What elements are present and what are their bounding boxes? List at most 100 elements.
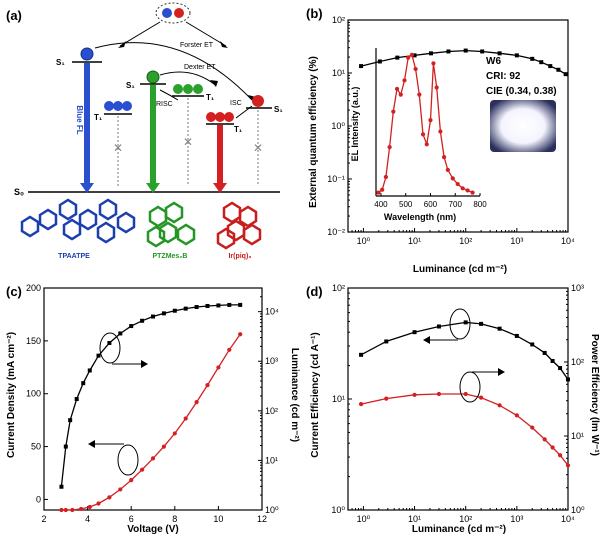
blue-fl-label: Blue FL [75,105,84,134]
blue-t1-label: T₁ [94,113,103,122]
panel-c-xtick-label: 12 [257,514,267,524]
forster-arrow [94,42,253,101]
panel-c-luminance-line [61,333,241,511]
panel-b-ytick-label: 10⁰ [331,121,345,131]
green-s1-label: S₁ [126,81,135,90]
panel-b-ytick-label: 10¹ [332,68,345,78]
device-cie: CIE (0.34, 0.38) [486,86,557,97]
panel-c-luminance-point [78,506,84,512]
panel-d-ytick-label: 10⁰ [331,505,345,515]
panel-b-eqe-point [480,49,485,54]
panel-c-luminance-point [63,507,68,513]
panel-d-ce-point [550,358,555,363]
exciton-arrow-left [119,21,161,47]
exciton-electron-icon [162,8,172,18]
risc-label: RISC [156,101,173,108]
s0-label: S₀ [14,187,24,197]
panel-b-xtick-label: 10⁰ [357,236,371,246]
panel-c-ytick-label: 0 [36,494,41,504]
panel-d-y2tick-label: 10⁰ [571,505,585,515]
inset-el-point [409,52,415,57]
inset-el-point [450,176,455,181]
inset-el-point [413,66,418,72]
panel-c-current-point [118,331,123,336]
panel-b-eqe-point [497,51,502,56]
inset-el-point [387,145,392,150]
panel-d-ce-point [463,320,468,325]
inset-el-point [391,109,396,114]
panel-d-pe-point [463,391,468,397]
blue-fl-arrow [84,63,90,183]
inset-el-line [378,53,473,194]
panel-c-callout-red [117,444,139,476]
inset-el-point [424,142,429,147]
panel-b-xtick-label: 10⁴ [561,236,575,246]
green-t1-blocked-icon: ✕ [183,135,193,149]
inset-xtick-label: 600 [424,200,438,209]
panel-c-current-point [216,303,221,308]
panel-c-label: (c) [6,284,22,299]
panel-c-ytick-label: 150 [26,336,41,346]
panel-c-current-point [194,305,199,310]
panel-c-current-point [63,444,68,449]
inset-el-point [398,92,403,97]
panel-d-ytick-label: 10¹ [332,394,345,404]
panel-c-luminance-point [161,444,166,449]
panel-c-current-point [81,381,86,386]
inset-el-point [470,190,475,195]
panel-c-xtick-label: 10 [213,514,223,524]
panel-d-pe-point [412,392,417,397]
panel-d-pe-point [530,425,535,430]
panel-d-ce-point [384,339,389,344]
inset-el-point [380,187,385,192]
inset-el-point [420,132,426,137]
panel-d: (d) 10⁰ 10¹ 10² 10³ 10⁴10⁰10¹10²10⁰10¹10²10³… [306,283,600,535]
molecule-ptzmes2b [146,201,196,248]
panel-d-xtick-label: 10⁰ [357,514,371,524]
panel-c-luminance-point [150,456,156,461]
molecule-tpaatpe [20,198,136,244]
panel-d-pe-line [360,393,569,466]
panel-c-luminance-point [107,495,112,500]
panel-c-luminance-point [70,507,75,513]
panel-a: (a) S₀ S₁ Blue FL T₁ ✕ Forster ET S₁ [6,2,283,260]
panel-d-ce-point [359,352,364,357]
inset-el-point [376,190,381,195]
risc-arrow [159,89,179,101]
panel-c: (c) 2 4 6 8 10 1205010015020010⁰10¹10²10³10⁴ … [6,283,300,535]
inset-el-point [445,167,450,172]
panel-c-ytick-label: 200 [26,283,41,293]
panel-c-ytick-label: 100 [26,389,41,399]
panel-b-eqe-point [446,49,451,54]
device-photo [490,100,556,152]
panel-c-current-point [161,311,166,316]
inset-el-point [434,85,439,90]
blue-s1-label: S₁ [56,58,65,67]
panel-c-y2tick-label: 10³ [265,356,278,366]
panel-d-ce-point [530,342,535,347]
panel-c-luminance-point [118,487,123,492]
panel-b-eqe-point [563,72,568,77]
panel-c-current-point [238,302,243,307]
panel-b-label: (b) [306,6,323,21]
panel-d-pe-point [557,453,563,458]
panel-d-y2tick-label: 10¹ [571,431,584,441]
green-t1-label: T₁ [206,93,215,102]
panel-c-luminance-point [238,332,243,337]
panel-d-ce-point [497,326,502,331]
panel-b-eqe-point [530,56,535,61]
panel-c-current-point [74,397,79,401]
panel-d-ce-point [558,366,563,371]
panel-b-ytick-label: 10⁻¹ [327,174,345,184]
panel-c-ylabel: Current Density (mA cm⁻²) [6,332,17,458]
panel-c-xtick-label: 8 [172,514,177,524]
inset-xtick-label: 800 [473,200,487,209]
panel-d-pe-point [542,437,547,442]
panel-c-luminance-point [194,399,199,405]
panel-c-y2label: Luminance (cd m⁻²) [289,348,300,442]
panel-c-luminance-point [87,504,92,510]
blue-s1-electron-icon [80,47,94,61]
panel-b-eqe-point [556,67,561,72]
exciton-arrow-right [185,21,227,47]
